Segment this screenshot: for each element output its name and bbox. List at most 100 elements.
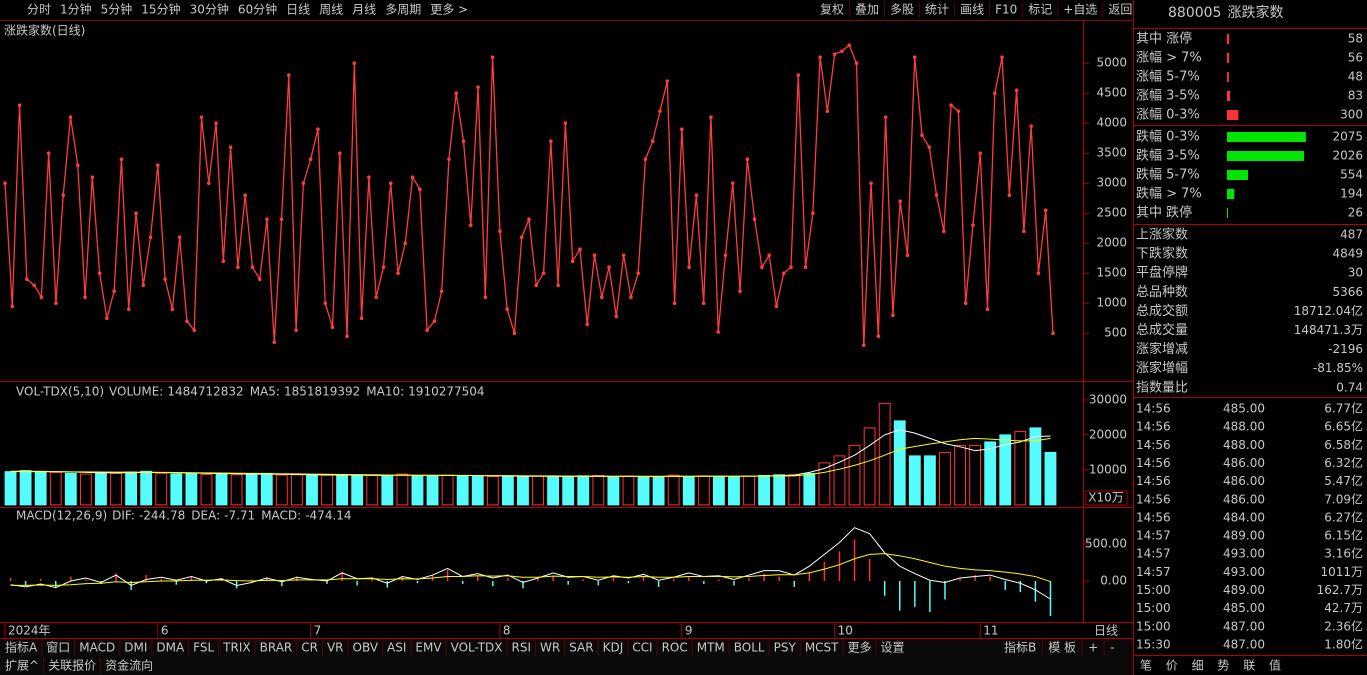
toolbar-button[interactable]: 5分钟 [101,2,133,17]
side-tab[interactable]: 价 [1166,659,1178,673]
indicator-tab[interactable]: WR [540,641,560,655]
toolbar-button[interactable]: 30分钟 [190,2,229,17]
side-tab[interactable]: 细 [1192,659,1204,673]
indicator-tab[interactable]: FSL [193,641,214,655]
toolbar-button[interactable]: 返回 [1108,3,1132,17]
indicator-tab[interactable]: EMV [415,641,442,655]
toolbar-button[interactable]: 1分钟 [60,2,92,17]
x-tick-label: 7 [314,624,322,638]
point [643,157,648,161]
volume-bar [471,475,484,506]
y-tick-label: 1000 [1096,296,1127,310]
indicator-tab[interactable]: 模 板 [1048,641,1076,655]
toolbar-button[interactable]: 复权 [820,3,844,17]
volume-bar [712,475,725,506]
toolbar-button[interactable]: 日线 [286,3,310,17]
indicator-tab[interactable]: 指标B [1004,640,1036,655]
point [912,55,917,59]
y-tick-label: 1500 [1096,266,1127,280]
indicator-tab[interactable]: 设置 [881,641,905,655]
tick-amount: 6.65亿 [1324,419,1363,434]
side-tab[interactable]: 值 [1269,658,1281,673]
point [185,319,189,324]
y-tick-label: 3000 [1096,176,1127,190]
toolbar-button[interactable]: 多股 [890,3,914,17]
indicator-tab[interactable]: CR [301,641,318,655]
point [243,193,247,197]
toolbar-button[interactable]: 多周期 [385,3,421,17]
point [934,193,939,197]
indicator-tab[interactable]: KDJ [603,641,624,655]
tick-time: 15:00 [1136,601,1171,615]
indicator-tab[interactable]: OBV [353,641,379,655]
indicator-tab[interactable]: PSY [774,641,797,655]
toolbar-button[interactable]: 分时 [27,3,51,17]
volume-bar [1029,427,1042,506]
indicator-tab[interactable]: TRIX [222,641,250,655]
indicator-tab[interactable]: - [1110,641,1114,655]
volume-bar [592,475,605,506]
volume-bar [125,471,138,506]
indicator-tab[interactable]: ROC [662,641,688,655]
toolbar-button[interactable]: 更多 > [430,3,468,17]
extension-tab[interactable]: 关联报价 [48,658,96,673]
toolbar-button[interactable]: 统计 [925,3,949,17]
side-tab[interactable]: 联 [1243,659,1255,673]
indicator-tab[interactable]: MTM [697,641,725,655]
point [141,283,146,288]
extension-tab[interactable]: 扩展^ [5,659,39,673]
volume-bar [833,455,846,506]
indicator-tab[interactable]: SAR [569,641,593,655]
indicator-tab[interactable]: + [1088,641,1098,655]
indicator-tab[interactable]: VOL-TDX [451,641,503,655]
toolbar-button[interactable]: 15分钟 [141,2,180,17]
indicator-tab[interactable]: VR [327,641,344,655]
indicator-tab[interactable]: 指标A [5,640,38,655]
y-tick-label: 500.00 [1085,536,1127,550]
breadth-bar [1227,72,1229,82]
point [650,139,655,143]
toolbar-button[interactable]: 60分钟 [238,2,277,17]
tick-amount: 6.58亿 [1324,437,1363,452]
indicator-tab[interactable]: 窗口 [46,641,70,655]
period-label[interactable]: 日线 [1094,624,1118,638]
indicator-tab[interactable]: BRAR [260,641,293,655]
point [803,265,808,270]
stat-value: 0.74 [1336,380,1363,394]
indicator-tab[interactable]: CCI [632,641,652,655]
point [323,301,328,306]
dea-line [10,553,1051,586]
indicator-tab[interactable]: MCST [805,641,839,655]
point [221,259,226,264]
point [512,331,517,336]
indicator-tab[interactable]: MACD [79,641,115,655]
point [39,295,44,300]
indicator-tab[interactable]: BOLL [734,641,765,655]
toolbar-button[interactable]: F10 [995,3,1017,17]
indicator-tab[interactable]: 更多 [848,641,872,655]
toolbar-button[interactable]: 画线 [960,3,984,17]
indicator-tab[interactable]: RSI [512,641,532,655]
indicator-tab[interactable]: ASI [387,641,406,655]
point [1000,55,1004,59]
point [825,109,830,113]
point [17,103,22,107]
volume-bar [517,476,529,506]
indicator-tab[interactable]: DMA [156,641,185,655]
side-tab[interactable]: 势 [1217,659,1229,673]
extension-tab[interactable]: 资金流向 [105,658,153,673]
point [1051,331,1055,336]
toolbar-button[interactable]: 月线 [352,3,376,17]
indicator-tab[interactable]: DMI [124,641,147,655]
side-tab[interactable]: 笔 [1140,658,1152,673]
volume-bar [848,444,861,506]
y-tick-label: 2000 [1096,236,1127,250]
tick-time: 15:00 [1136,619,1171,633]
toolbar-button[interactable]: 叠加 [855,3,879,17]
point [330,325,335,330]
volume-bar [426,475,439,506]
toolbar-button[interactable]: 标记 [1028,3,1052,17]
toolbar-button[interactable]: +自选 [1063,3,1097,17]
toolbar-button[interactable]: 周线 [319,3,343,17]
